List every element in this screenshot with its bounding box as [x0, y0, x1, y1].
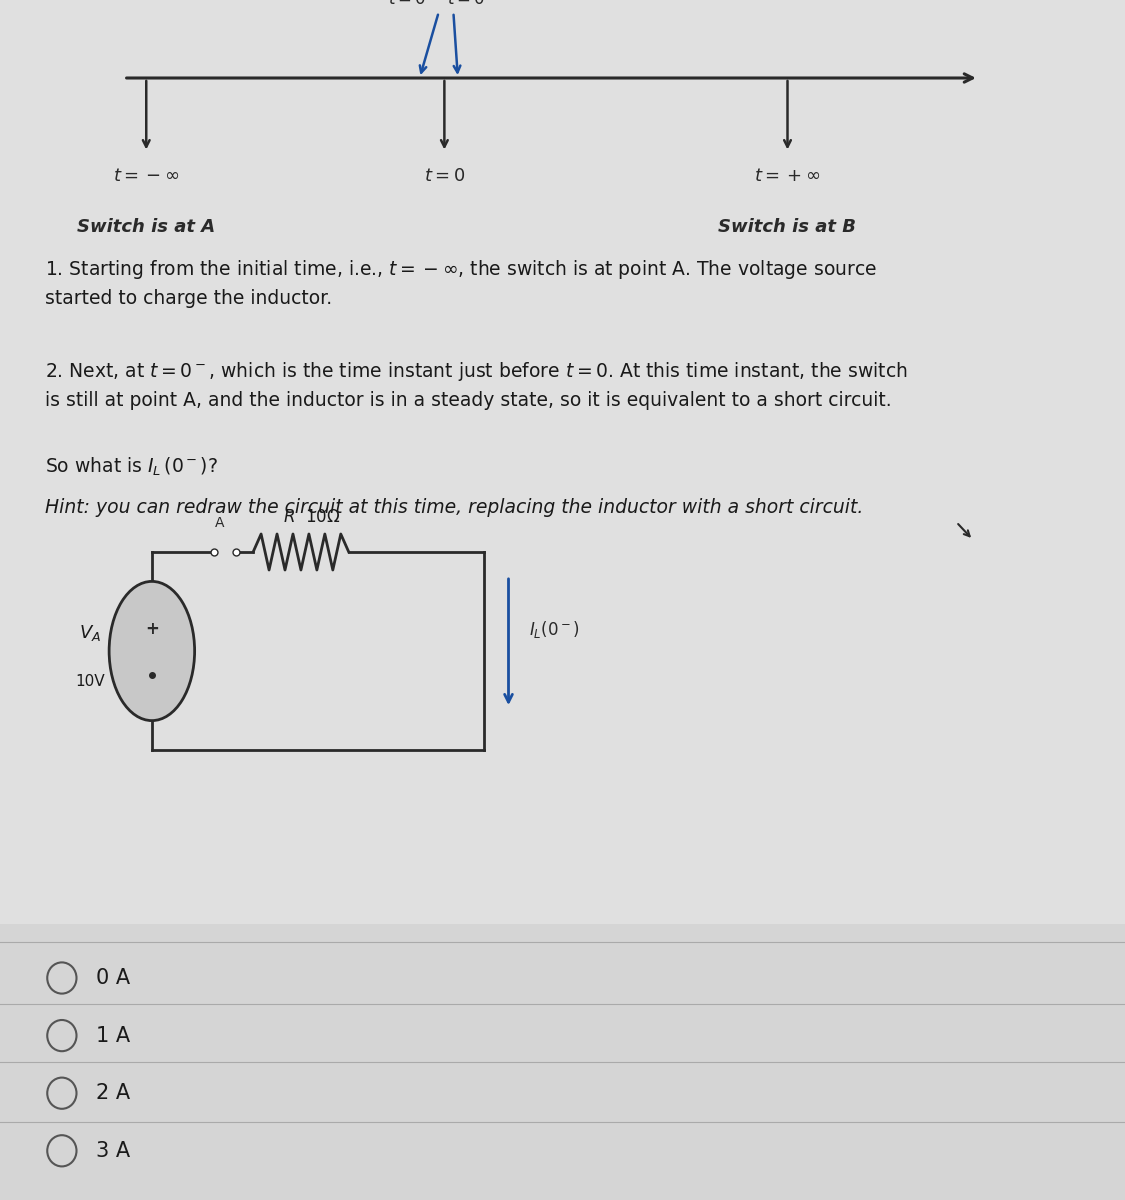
Text: So what is $I_L\,(0^-)$?: So what is $I_L\,(0^-)$? [45, 456, 218, 479]
Text: $R\ \ 10\Omega$: $R\ \ 10\Omega$ [284, 508, 341, 526]
Text: 2 A: 2 A [96, 1084, 129, 1103]
Text: +: + [145, 620, 159, 638]
Bar [0, 0, 1125, 924]
Text: Hint: you can redraw the circuit at this time, replacing the inductor with a sho: Hint: you can redraw the circuit at this… [45, 498, 863, 517]
Bar [0, 924, 1125, 1200]
Text: $t = -\infty$: $t = -\infty$ [114, 167, 179, 185]
Text: $t = 0$: $t = 0$ [424, 167, 465, 185]
Text: 3 A: 3 A [96, 1141, 129, 1160]
Text: 2. Next, at $t = 0^-$, which is the time instant just before $t = 0$. At this ti: 2. Next, at $t = 0^-$, which is the time… [45, 360, 908, 409]
Text: Switch is at A: Switch is at A [78, 218, 215, 236]
Text: 10V: 10V [75, 673, 105, 689]
Text: $t=0^-$: $t=0^-$ [388, 0, 438, 8]
Text: 1 A: 1 A [96, 1026, 129, 1045]
Ellipse shape [109, 581, 195, 720]
Text: Switch is at B: Switch is at B [719, 218, 856, 236]
Text: $I_L(0^-)$: $I_L(0^-)$ [529, 619, 579, 641]
Text: 0 A: 0 A [96, 968, 129, 988]
Text: $t = +\infty$: $t = +\infty$ [755, 167, 820, 185]
Text: $V_A$: $V_A$ [79, 623, 101, 643]
Text: $t=0^+$: $t=0^+$ [448, 0, 497, 8]
Text: 1. Starting from the initial time, i.e., $t = -\infty$, the switch is at point A: 1. Starting from the initial time, i.e.,… [45, 258, 878, 307]
Text: A: A [215, 516, 224, 530]
